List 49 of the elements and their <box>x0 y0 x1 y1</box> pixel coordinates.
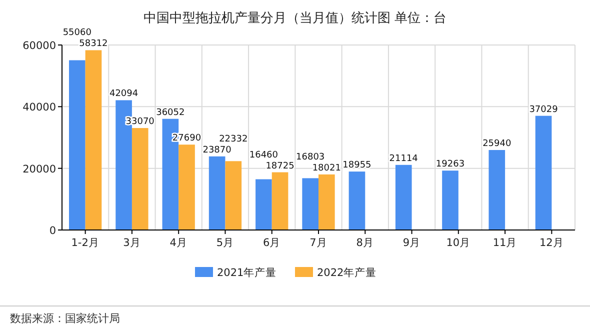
bar <box>85 50 102 230</box>
data-label: 22332 <box>219 134 248 144</box>
x-tick-label: 1-2月 <box>71 237 100 249</box>
bar <box>395 164 412 230</box>
data-label: 25940 <box>482 139 512 150</box>
y-tick-label: 0 <box>49 225 56 237</box>
data-label: 37029 <box>529 104 558 115</box>
bar <box>318 174 335 230</box>
bar <box>272 172 288 230</box>
legend-label: 2021年产量 <box>217 266 277 279</box>
x-tick-label: 5月 <box>216 237 234 249</box>
data-label: 16460 <box>249 150 278 160</box>
chart-title: 中国中型拖拉机产量分月（当月值）统计图 单位：台 <box>143 11 447 26</box>
x-tick-label: 12月 <box>539 237 564 249</box>
x-tick-label: 7月 <box>310 237 328 249</box>
data-label: 18725 <box>266 161 294 172</box>
data-label: 42094 <box>109 89 138 100</box>
data-label: 18955 <box>342 160 372 171</box>
data-label: 58312 <box>79 39 108 50</box>
bar <box>488 150 506 230</box>
data-label: 21114 <box>389 154 418 164</box>
bar <box>208 156 226 230</box>
bar <box>302 178 318 230</box>
x-tick-label: 3月 <box>123 237 141 249</box>
bar <box>442 170 458 230</box>
bar <box>535 116 552 230</box>
x-tick-label: 6月 <box>263 237 281 249</box>
y-tick-label: 60000 <box>22 40 56 52</box>
bar <box>256 179 272 230</box>
data-label: 36052 <box>156 108 185 118</box>
data-label: 23870 <box>202 145 232 156</box>
bar <box>225 161 242 230</box>
data-label: 19263 <box>436 160 465 170</box>
data-label: 55060 <box>62 28 92 38</box>
y-tick-label: 40000 <box>22 102 56 114</box>
legend-label: 2022年产量 <box>317 266 377 279</box>
data-label: 16803 <box>296 152 325 162</box>
x-tick-label: 11月 <box>492 237 518 249</box>
bar <box>132 128 148 230</box>
bar <box>348 172 366 230</box>
y-tick-label: 20000 <box>22 163 56 176</box>
x-tick-label: 8月 <box>356 237 374 249</box>
source-note: 数据来源：国家统计局 <box>10 312 120 325</box>
x-tick-label: 10月 <box>446 237 471 249</box>
bar <box>178 144 195 230</box>
bar <box>68 60 86 230</box>
x-tick-label: 4月 <box>170 237 188 249</box>
data-label: 18021 <box>312 163 341 174</box>
x-tick-label: 9月 <box>402 237 421 249</box>
